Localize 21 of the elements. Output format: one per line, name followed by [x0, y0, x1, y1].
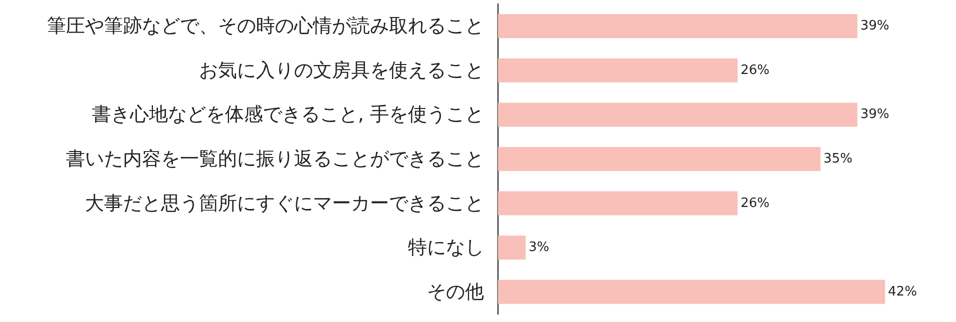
bar: [498, 102, 858, 127]
data-label: 3%: [528, 240, 550, 256]
data-label: 42%: [888, 284, 917, 300]
bar: [498, 191, 738, 216]
data-label: 26%: [740, 62, 770, 78]
y-tick-label: 特になし: [408, 236, 484, 259]
y-tick-label: 大事だと思う箇所にすぐにマーカーできること: [85, 192, 484, 214]
data-label: 39%: [860, 107, 890, 122]
y-tick-label: 筆圧や筆跡などで、その時の心情が読み取れること: [47, 15, 484, 38]
bar: [498, 280, 886, 304]
y-tick-label: 書き心地などを体感できること, 手を使うこと: [92, 104, 484, 126]
bar: [498, 14, 858, 38]
bar: [498, 147, 821, 171]
bar: [498, 58, 738, 82]
y-tick-label: 書いた内容を一覧的に振り返ることができること: [66, 148, 484, 170]
data-label: 35%: [824, 152, 852, 166]
y-tick-label: その他: [427, 280, 484, 303]
data-label: 26%: [740, 196, 770, 211]
data-label: 39%: [860, 18, 890, 34]
y-tick-label: お気に入りの文房具を使えること: [199, 59, 484, 82]
bar: [498, 236, 526, 260]
